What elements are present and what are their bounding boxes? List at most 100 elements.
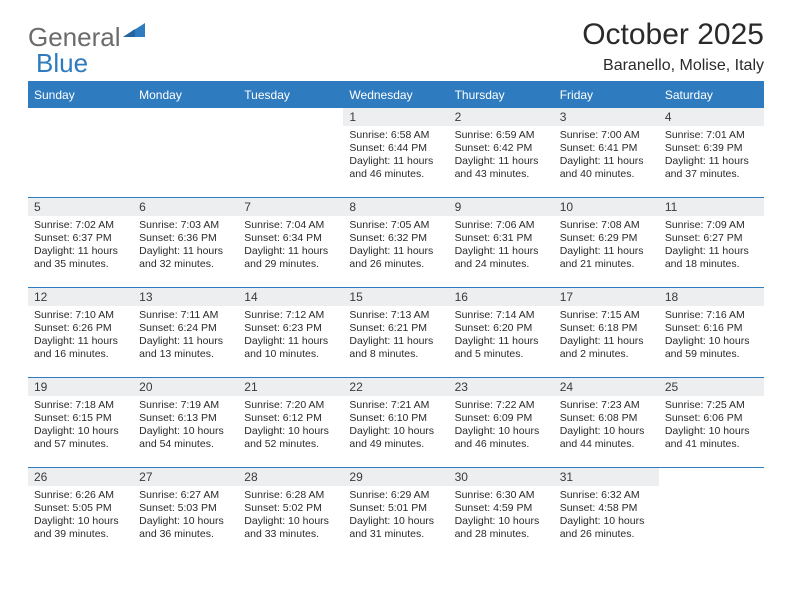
calendar-day-cell: 5Sunrise: 7:02 AMSunset: 6:37 PMDaylight… bbox=[28, 198, 133, 288]
calendar-day-cell bbox=[133, 108, 238, 198]
day-details: Sunrise: 6:26 AMSunset: 5:05 PMDaylight:… bbox=[28, 486, 133, 542]
calendar-day-cell: 31Sunrise: 6:32 AMSunset: 4:58 PMDayligh… bbox=[554, 468, 659, 558]
calendar-day-cell: 21Sunrise: 7:20 AMSunset: 6:12 PMDayligh… bbox=[238, 378, 343, 468]
day-number: 5 bbox=[28, 198, 133, 216]
day-number: 17 bbox=[554, 288, 659, 306]
day-number: 18 bbox=[659, 288, 764, 306]
calendar-day-cell: 9Sunrise: 7:06 AMSunset: 6:31 PMDaylight… bbox=[449, 198, 554, 288]
day-number: 28 bbox=[238, 468, 343, 486]
day-details: Sunrise: 7:04 AMSunset: 6:34 PMDaylight:… bbox=[238, 216, 343, 272]
day-number: 6 bbox=[133, 198, 238, 216]
calendar-day-cell: 1Sunrise: 6:58 AMSunset: 6:44 PMDaylight… bbox=[343, 108, 448, 198]
day-details: Sunrise: 7:19 AMSunset: 6:13 PMDaylight:… bbox=[133, 396, 238, 452]
day-details: Sunrise: 7:02 AMSunset: 6:37 PMDaylight:… bbox=[28, 216, 133, 272]
day-details: Sunrise: 6:30 AMSunset: 4:59 PMDaylight:… bbox=[449, 486, 554, 542]
calendar-day-cell: 11Sunrise: 7:09 AMSunset: 6:27 PMDayligh… bbox=[659, 198, 764, 288]
calendar-day-cell: 24Sunrise: 7:23 AMSunset: 6:08 PMDayligh… bbox=[554, 378, 659, 468]
day-details: Sunrise: 7:10 AMSunset: 6:26 PMDaylight:… bbox=[28, 306, 133, 362]
calendar-day-cell: 30Sunrise: 6:30 AMSunset: 4:59 PMDayligh… bbox=[449, 468, 554, 558]
calendar-day-cell: 3Sunrise: 7:00 AMSunset: 6:41 PMDaylight… bbox=[554, 108, 659, 198]
calendar-day-cell: 12Sunrise: 7:10 AMSunset: 6:26 PMDayligh… bbox=[28, 288, 133, 378]
day-number: 7 bbox=[238, 198, 343, 216]
calendar-day-cell: 17Sunrise: 7:15 AMSunset: 6:18 PMDayligh… bbox=[554, 288, 659, 378]
calendar-day-cell: 10Sunrise: 7:08 AMSunset: 6:29 PMDayligh… bbox=[554, 198, 659, 288]
day-number: 2 bbox=[449, 108, 554, 126]
weekday-header: Wednesday bbox=[343, 82, 448, 108]
calendar-day-cell: 6Sunrise: 7:03 AMSunset: 6:36 PMDaylight… bbox=[133, 198, 238, 288]
logo-text-blue-wrap: Blue bbox=[38, 48, 88, 79]
day-details: Sunrise: 7:16 AMSunset: 6:16 PMDaylight:… bbox=[659, 306, 764, 362]
weekday-header: Sunday bbox=[28, 82, 133, 108]
day-number: 25 bbox=[659, 378, 764, 396]
day-number: 21 bbox=[238, 378, 343, 396]
weekday-header: Saturday bbox=[659, 82, 764, 108]
day-number: 10 bbox=[554, 198, 659, 216]
weekday-header: Thursday bbox=[449, 82, 554, 108]
day-number: 11 bbox=[659, 198, 764, 216]
day-number: 19 bbox=[28, 378, 133, 396]
calendar-day-cell: 28Sunrise: 6:28 AMSunset: 5:02 PMDayligh… bbox=[238, 468, 343, 558]
calendar-day-cell: 4Sunrise: 7:01 AMSunset: 6:39 PMDaylight… bbox=[659, 108, 764, 198]
weekday-header: Tuesday bbox=[238, 82, 343, 108]
calendar-week-row: 26Sunrise: 6:26 AMSunset: 5:05 PMDayligh… bbox=[28, 468, 764, 558]
day-number: 15 bbox=[343, 288, 448, 306]
day-number: 14 bbox=[238, 288, 343, 306]
day-details: Sunrise: 6:28 AMSunset: 5:02 PMDaylight:… bbox=[238, 486, 343, 542]
calendar-week-row: 19Sunrise: 7:18 AMSunset: 6:15 PMDayligh… bbox=[28, 378, 764, 468]
day-details: Sunrise: 7:23 AMSunset: 6:08 PMDaylight:… bbox=[554, 396, 659, 452]
day-number: 20 bbox=[133, 378, 238, 396]
day-number: 24 bbox=[554, 378, 659, 396]
page-title: October 2025 bbox=[582, 18, 764, 51]
calendar-day-cell: 20Sunrise: 7:19 AMSunset: 6:13 PMDayligh… bbox=[133, 378, 238, 468]
day-details: Sunrise: 6:59 AMSunset: 6:42 PMDaylight:… bbox=[449, 126, 554, 182]
day-number: 23 bbox=[449, 378, 554, 396]
calendar-header-row: Sunday Monday Tuesday Wednesday Thursday… bbox=[28, 82, 764, 108]
calendar-day-cell: 16Sunrise: 7:14 AMSunset: 6:20 PMDayligh… bbox=[449, 288, 554, 378]
calendar-body: 1Sunrise: 6:58 AMSunset: 6:44 PMDaylight… bbox=[28, 108, 764, 558]
day-details: Sunrise: 7:11 AMSunset: 6:24 PMDaylight:… bbox=[133, 306, 238, 362]
header: General October 2025 Baranello, Molise, … bbox=[28, 18, 764, 75]
day-details: Sunrise: 7:18 AMSunset: 6:15 PMDaylight:… bbox=[28, 396, 133, 452]
calendar-week-row: 5Sunrise: 7:02 AMSunset: 6:37 PMDaylight… bbox=[28, 198, 764, 288]
day-details: Sunrise: 7:13 AMSunset: 6:21 PMDaylight:… bbox=[343, 306, 448, 362]
day-details: Sunrise: 7:14 AMSunset: 6:20 PMDaylight:… bbox=[449, 306, 554, 362]
day-details: Sunrise: 6:32 AMSunset: 4:58 PMDaylight:… bbox=[554, 486, 659, 542]
day-number: 30 bbox=[449, 468, 554, 486]
calendar-day-cell: 22Sunrise: 7:21 AMSunset: 6:10 PMDayligh… bbox=[343, 378, 448, 468]
day-number: 31 bbox=[554, 468, 659, 486]
day-details: Sunrise: 7:12 AMSunset: 6:23 PMDaylight:… bbox=[238, 306, 343, 362]
day-details: Sunrise: 7:25 AMSunset: 6:06 PMDaylight:… bbox=[659, 396, 764, 452]
calendar-day-cell: 26Sunrise: 6:26 AMSunset: 5:05 PMDayligh… bbox=[28, 468, 133, 558]
title-block: October 2025 Baranello, Molise, Italy bbox=[582, 18, 764, 75]
calendar-day-cell: 8Sunrise: 7:05 AMSunset: 6:32 PMDaylight… bbox=[343, 198, 448, 288]
day-details: Sunrise: 6:58 AMSunset: 6:44 PMDaylight:… bbox=[343, 126, 448, 182]
day-details: Sunrise: 7:01 AMSunset: 6:39 PMDaylight:… bbox=[659, 126, 764, 182]
day-number: 12 bbox=[28, 288, 133, 306]
calendar-day-cell bbox=[659, 468, 764, 558]
calendar-day-cell: 2Sunrise: 6:59 AMSunset: 6:42 PMDaylight… bbox=[449, 108, 554, 198]
calendar-table: Sunday Monday Tuesday Wednesday Thursday… bbox=[28, 81, 764, 557]
day-details: Sunrise: 7:20 AMSunset: 6:12 PMDaylight:… bbox=[238, 396, 343, 452]
page: General October 2025 Baranello, Molise, … bbox=[0, 0, 792, 612]
day-number: 26 bbox=[28, 468, 133, 486]
weekday-header: Monday bbox=[133, 82, 238, 108]
day-details: Sunrise: 6:29 AMSunset: 5:01 PMDaylight:… bbox=[343, 486, 448, 542]
day-number: 16 bbox=[449, 288, 554, 306]
calendar-day-cell: 29Sunrise: 6:29 AMSunset: 5:01 PMDayligh… bbox=[343, 468, 448, 558]
page-subtitle: Baranello, Molise, Italy bbox=[582, 57, 764, 75]
day-number: 22 bbox=[343, 378, 448, 396]
calendar-day-cell: 23Sunrise: 7:22 AMSunset: 6:09 PMDayligh… bbox=[449, 378, 554, 468]
calendar-day-cell: 19Sunrise: 7:18 AMSunset: 6:15 PMDayligh… bbox=[28, 378, 133, 468]
calendar-week-row: 1Sunrise: 6:58 AMSunset: 6:44 PMDaylight… bbox=[28, 108, 764, 198]
calendar-day-cell: 14Sunrise: 7:12 AMSunset: 6:23 PMDayligh… bbox=[238, 288, 343, 378]
day-details: Sunrise: 7:05 AMSunset: 6:32 PMDaylight:… bbox=[343, 216, 448, 272]
weekday-header: Friday bbox=[554, 82, 659, 108]
day-details: Sunrise: 7:06 AMSunset: 6:31 PMDaylight:… bbox=[449, 216, 554, 272]
day-number: 27 bbox=[133, 468, 238, 486]
day-number: 1 bbox=[343, 108, 448, 126]
calendar-day-cell: 13Sunrise: 7:11 AMSunset: 6:24 PMDayligh… bbox=[133, 288, 238, 378]
day-details: Sunrise: 7:08 AMSunset: 6:29 PMDaylight:… bbox=[554, 216, 659, 272]
day-number: 3 bbox=[554, 108, 659, 126]
day-details: Sunrise: 6:27 AMSunset: 5:03 PMDaylight:… bbox=[133, 486, 238, 542]
calendar-day-cell: 25Sunrise: 7:25 AMSunset: 6:06 PMDayligh… bbox=[659, 378, 764, 468]
